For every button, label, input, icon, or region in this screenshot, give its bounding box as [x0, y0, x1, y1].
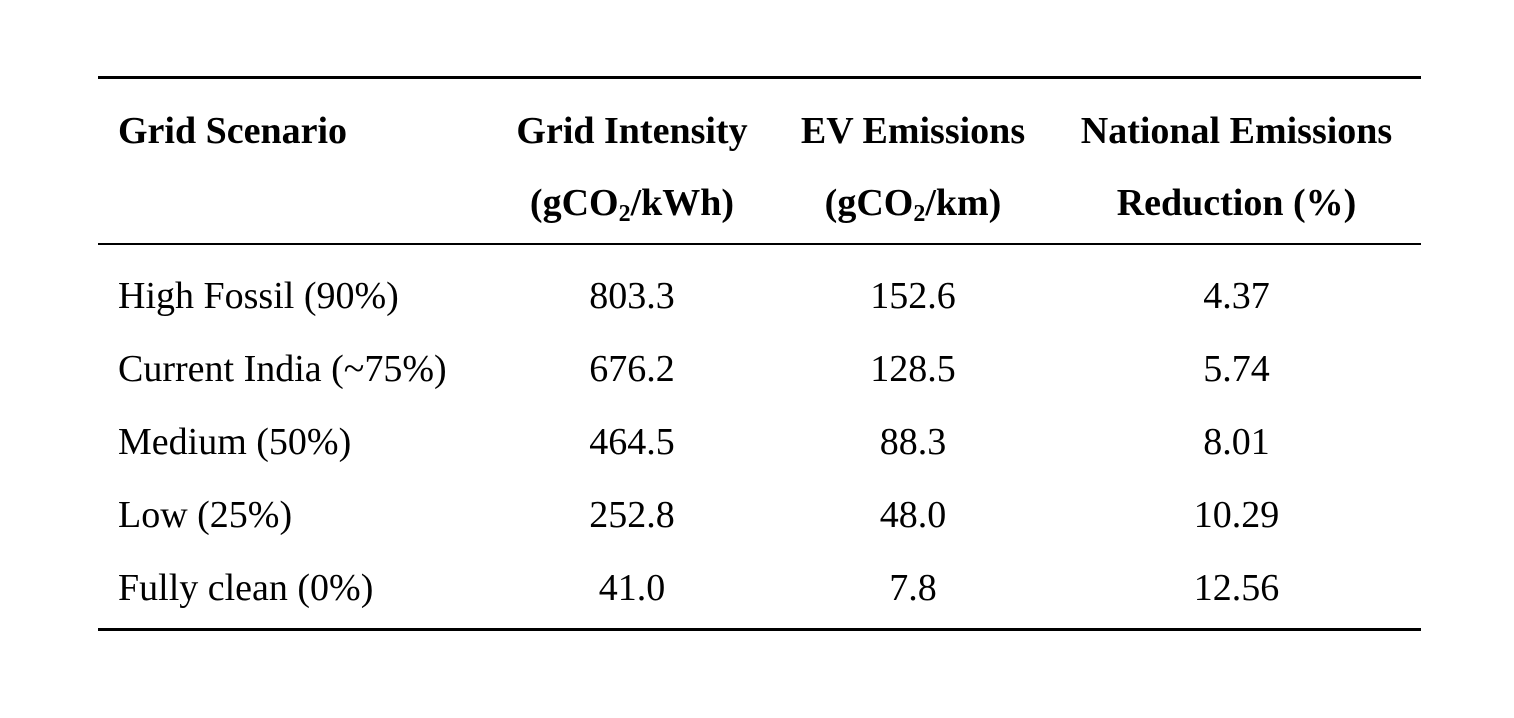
unit-suffix: /km)	[925, 182, 1002, 224]
header-grid-intensity-unit: (gCO2/kWh)	[490, 167, 774, 245]
cell-ev-emissions: 128.5	[870, 347, 956, 390]
table-row: Current India (~75%) 676.2 128.5 5.74	[98, 332, 1421, 405]
header-ev-emissions-unit: (gCO2/km)	[774, 167, 1052, 245]
table-header: Grid Scenario Grid Intensity EV Emission…	[98, 76, 1421, 245]
cell-scenario: Medium (50%)	[118, 420, 352, 463]
table-body: High Fossil (90%) 803.3 152.6 4.37 Curre…	[98, 244, 1421, 631]
header-grid-scenario-line2	[98, 167, 490, 245]
header-national-emissions-unit: Reduction (%)	[1052, 167, 1421, 245]
emissions-table: Grid Scenario Grid Intensity EV Emission…	[98, 76, 1421, 631]
cell-grid-intensity: 676.2	[589, 347, 675, 390]
table-row: High Fossil (90%) 803.3 152.6 4.37	[98, 244, 1421, 332]
cell-ev-emissions: 48.0	[879, 493, 947, 536]
cell-reduction: 5.74	[1203, 347, 1270, 390]
cell-scenario: Fully clean (0%)	[98, 551, 490, 631]
emissions-table-container: Grid Scenario Grid Intensity EV Emission…	[98, 76, 1421, 631]
cell-ev-emissions: 152.6	[870, 274, 956, 317]
cell-ev-emissions: 88.3	[879, 420, 947, 463]
cell-reduction: 12.56	[1052, 551, 1421, 631]
cell-grid-intensity: 464.5	[589, 420, 675, 463]
header-ev-emissions: EV Emissions	[774, 76, 1052, 167]
cell-reduction: 8.01	[1203, 420, 1270, 463]
unit-subscript: 2	[913, 201, 926, 227]
cell-scenario: Low (25%)	[118, 493, 293, 536]
header-grid-intensity: Grid Intensity	[490, 76, 774, 167]
unit-prefix: (gCO	[529, 182, 619, 224]
cell-scenario: Current India (~75%)	[118, 347, 447, 390]
unit-suffix: /kWh)	[630, 182, 735, 224]
cell-grid-intensity: 252.8	[589, 493, 675, 536]
header-row-1: Grid Scenario Grid Intensity EV Emission…	[98, 76, 1421, 167]
table-row: Low (25%) 252.8 48.0 10.29	[98, 478, 1421, 551]
unit-prefix: (gCO	[824, 182, 914, 224]
header-grid-scenario: Grid Scenario	[98, 76, 490, 167]
header-national-emissions: National Emissions	[1052, 76, 1421, 167]
cell-grid-intensity: 41.0	[490, 551, 774, 631]
table-row: Fully clean (0%) 41.0 7.8 12.56	[98, 551, 1421, 631]
table-row: Medium (50%) 464.5 88.3 8.01	[98, 405, 1421, 478]
unit-subscript: 2	[618, 201, 631, 227]
cell-ev-emissions: 7.8	[774, 551, 1052, 631]
cell-scenario: High Fossil (90%)	[118, 274, 399, 317]
cell-reduction: 10.29	[1193, 493, 1280, 536]
header-row-2: (gCO2/kWh) (gCO2/km) Reduction (%)	[98, 167, 1421, 245]
cell-reduction: 4.37	[1203, 274, 1270, 317]
cell-grid-intensity: 803.3	[589, 274, 675, 317]
